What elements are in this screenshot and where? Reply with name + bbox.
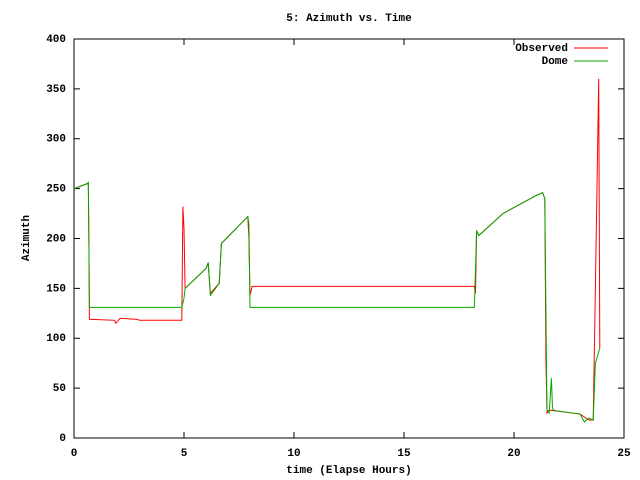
x-tick-label: 20 (507, 448, 520, 460)
chart-title: 5: Azimuth vs. Time (286, 13, 412, 25)
y-axis-label: Azimuth (21, 215, 33, 261)
y-tick-label: 0 (59, 433, 66, 445)
y-tick-label: 200 (46, 233, 66, 245)
x-tick-label: 5 (181, 448, 188, 460)
legend-label: Observed (515, 43, 568, 55)
series-line (73, 181, 601, 423)
x-tick-label: 10 (287, 448, 300, 460)
y-tick-label: 350 (46, 84, 66, 96)
x-tick-label: 15 (397, 448, 411, 460)
y-tick-label: 250 (46, 184, 66, 196)
y-tick-label: 400 (46, 34, 66, 46)
x-tick-label: 0 (71, 448, 78, 460)
x-axis-label: time (Elapse Hours) (286, 465, 411, 477)
y-tick-label: 300 (46, 134, 66, 146)
legend-label: Dome (542, 56, 569, 68)
y-tick-label: 150 (46, 283, 66, 295)
y-tick-label: 100 (46, 333, 66, 345)
x-tick-label: 25 (617, 448, 631, 460)
y-tick-label: 50 (53, 383, 66, 395)
